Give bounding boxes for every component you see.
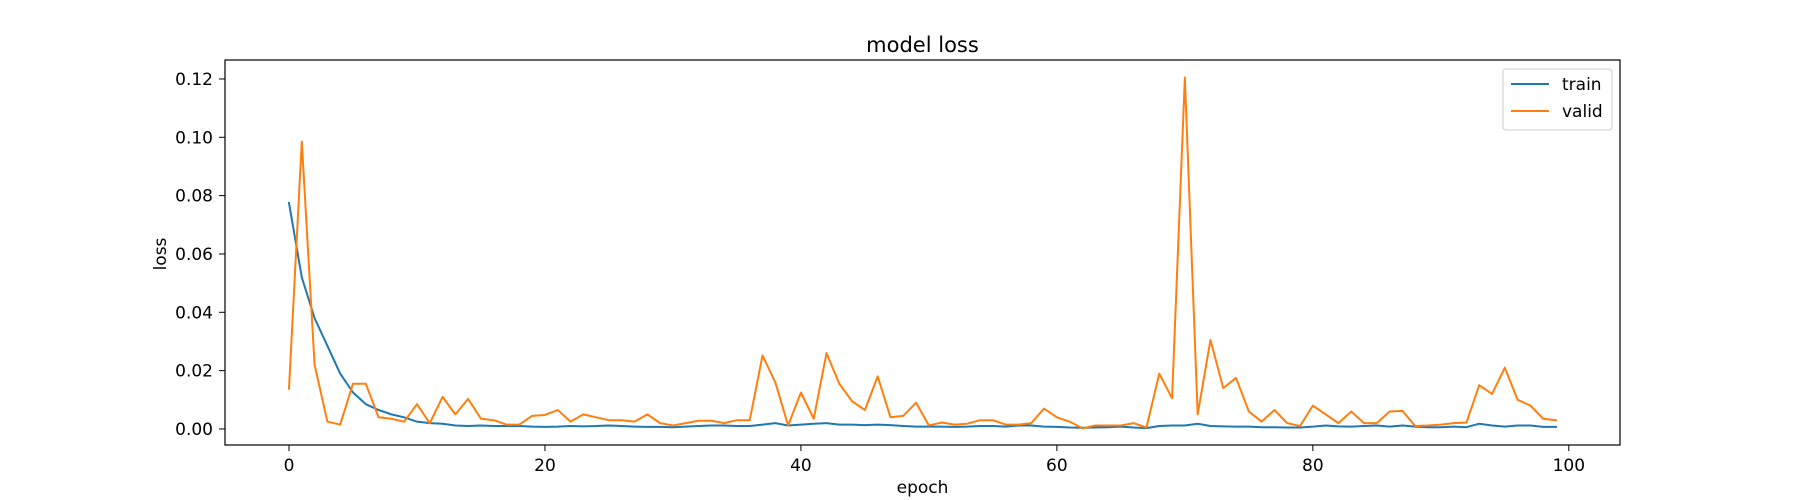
x-axis-label: epoch [897,478,949,498]
x-tick-label: 100 [1553,456,1585,476]
y-tick-label: 0.00 [175,420,213,440]
chart-title: model loss [866,33,979,57]
legend: train valid [1502,68,1613,131]
tick-marks [219,78,1570,451]
y-tick-label: 0.06 [175,245,213,265]
series-line-valid [287,76,1558,430]
y-tick-labels: 0.00 0.02 0.04 0.06 0.08 0.10 0.12 [175,70,213,440]
series-lines [287,76,1558,430]
x-tick-label: 60 [1046,456,1068,476]
y-tick-label: 0.08 [175,187,213,207]
y-tick-label: 0.10 [175,128,213,148]
plot-area-frame [224,59,1621,446]
legend-valid-label: valid [1562,102,1603,122]
y-tick-label: 0.12 [175,70,213,90]
y-tick-label: 0.02 [175,362,213,382]
y-tick-label: 0.04 [175,303,213,323]
y-axis-label: loss [151,237,171,270]
x-tick-label: 20 [534,456,556,476]
x-tick-label: 0 [284,456,295,476]
x-tick-label: 80 [1302,456,1324,476]
x-tick-labels: 0 20 40 60 80 100 [284,456,1585,476]
legend-train-label: train [1562,75,1602,95]
x-tick-label: 40 [790,456,812,476]
series-line-train [287,201,1558,430]
